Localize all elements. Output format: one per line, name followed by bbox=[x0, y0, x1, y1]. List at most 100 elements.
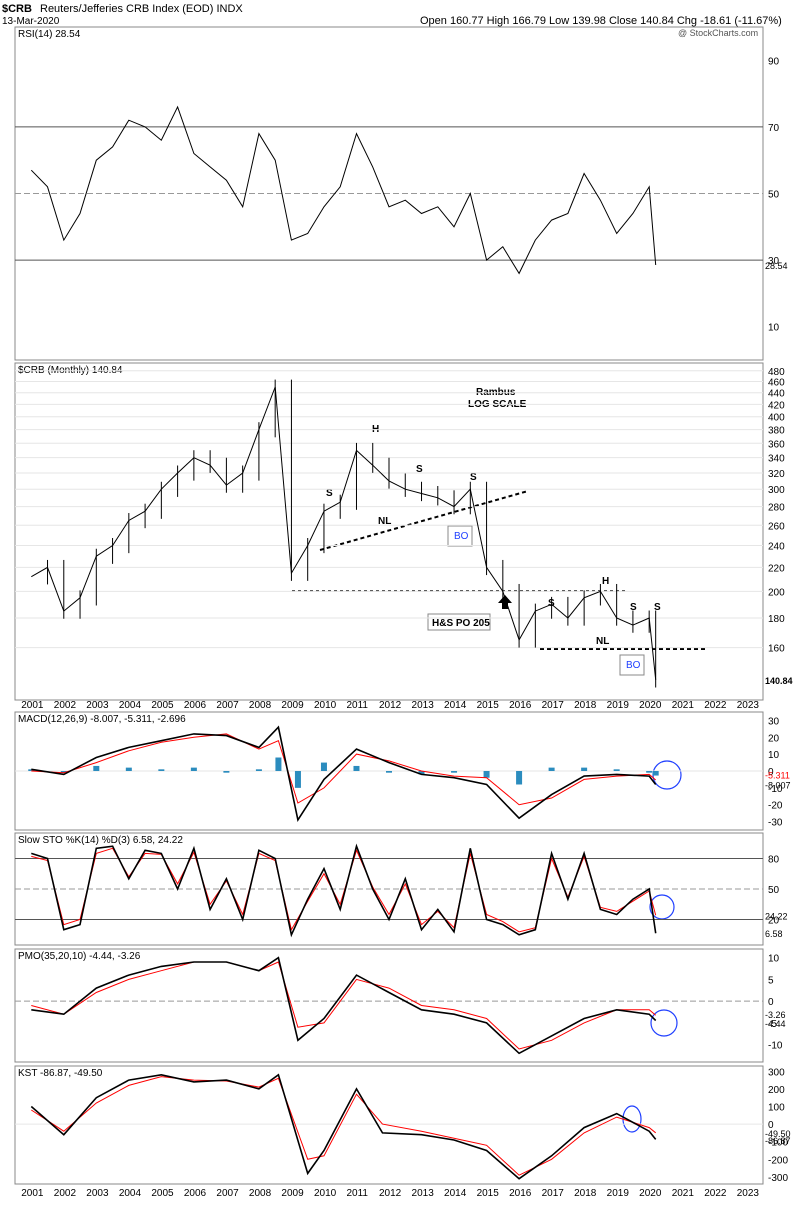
breakout-box-2 bbox=[619, 654, 645, 676]
price-ytick-420: 420 bbox=[768, 400, 785, 411]
kst-panel-frame bbox=[14, 1065, 764, 1185]
price-ytick-380: 380 bbox=[768, 426, 785, 437]
ohlc-summary: Open 160.77 High 166.79 Low 139.98 Close… bbox=[420, 15, 782, 27]
kst-ytick-200: 200 bbox=[768, 1085, 785, 1096]
price-xtick-2023: 2023 bbox=[737, 700, 760, 711]
kst-xtick-2011: 2011 bbox=[346, 1188, 368, 1199]
kst-xtick-2014: 2014 bbox=[444, 1188, 467, 1199]
sto-ytick-20: 20 bbox=[768, 916, 780, 927]
kst-label: KST -86.87, -49.50 bbox=[18, 1068, 103, 1079]
kst-last-signal: -49.50 bbox=[765, 1129, 791, 1139]
watermark: @ StockCharts.com bbox=[678, 28, 758, 38]
price-ytick-400: 400 bbox=[768, 413, 785, 424]
rsi-ytick-30: 30 bbox=[768, 256, 780, 267]
kst-xtick-2001: 2001 bbox=[21, 1188, 44, 1199]
price-xtick-2019: 2019 bbox=[607, 700, 630, 711]
price-ytick-160: 160 bbox=[768, 644, 785, 655]
kst-ytick-300: 300 bbox=[768, 1067, 785, 1078]
macd-last-signal: -5.311 bbox=[765, 770, 790, 780]
macd-ytick-20: 20 bbox=[768, 733, 780, 744]
date-label: 13-Mar-2020 bbox=[2, 16, 60, 27]
macd-histogram-bar-15 bbox=[483, 771, 490, 778]
price-xtick-2016: 2016 bbox=[509, 700, 532, 711]
kst-xtick-2003: 2003 bbox=[86, 1188, 109, 1199]
macd-histogram-bar-18 bbox=[581, 767, 588, 771]
macd-histogram-bar-13 bbox=[418, 771, 425, 775]
price-xtick-2003: 2003 bbox=[86, 700, 109, 711]
price-xtick-2007: 2007 bbox=[216, 700, 239, 711]
kst-xtick-2016: 2016 bbox=[509, 1188, 532, 1199]
sto-last-d: 24.22 bbox=[765, 911, 788, 921]
sto-ytick-50: 50 bbox=[768, 885, 780, 896]
kst-xtick-2013: 2013 bbox=[412, 1188, 435, 1199]
macd-histogram-bar-0 bbox=[28, 769, 35, 771]
annotation-neckline-2: NL bbox=[596, 636, 609, 647]
macd-histogram-bar-1 bbox=[60, 771, 67, 773]
pmo-label: PMO(35,20,10) -4.44, -3.26 bbox=[18, 951, 141, 962]
sto-label: Slow STO %K(14) %D(3) 6.58, 24.22 bbox=[18, 835, 183, 846]
annotation-shoulder-1b: S bbox=[416, 464, 423, 475]
kst-xtick-2002: 2002 bbox=[54, 1188, 77, 1199]
macd-histogram-bar-21 bbox=[652, 771, 659, 776]
price-panel-frame bbox=[14, 362, 764, 701]
price-ytick-180: 180 bbox=[768, 614, 785, 625]
price-xtick-2009: 2009 bbox=[281, 700, 304, 711]
macd-histogram-bar-2 bbox=[93, 765, 100, 771]
breakout-callout-1: BO bbox=[447, 525, 473, 547]
price-xtick-2006: 2006 bbox=[184, 700, 207, 711]
price-xtick-2005: 2005 bbox=[151, 700, 174, 711]
macd-ytick--10: -10 bbox=[768, 784, 783, 795]
kst-xtick-2012: 2012 bbox=[379, 1188, 402, 1199]
kst-xtick-2022: 2022 bbox=[704, 1188, 727, 1199]
macd-histogram-bar-5 bbox=[190, 767, 197, 771]
kst-xtick-2020: 2020 bbox=[639, 1188, 662, 1199]
kst-signal-line bbox=[31, 1076, 657, 1176]
pmo-panel-frame bbox=[14, 948, 764, 1063]
macd-histogram-bar-4 bbox=[158, 769, 165, 771]
pmo-ytick-5: 5 bbox=[768, 975, 774, 986]
kst-xtick-2010: 2010 bbox=[314, 1188, 337, 1199]
chart-marks: 907050301028.544804604404204003803603403… bbox=[15, 56, 793, 1199]
price-objective-callout: H&S PO 205 bbox=[427, 613, 491, 631]
kst-line bbox=[30, 1073, 657, 1180]
price-xtick-2022: 2022 bbox=[704, 700, 727, 711]
neckline-1 bbox=[319, 490, 529, 551]
price-xtick-2021: 2021 bbox=[672, 700, 695, 711]
pmo-last-value: -4.44 bbox=[765, 1019, 786, 1029]
rsi-ytick-90: 90 bbox=[768, 56, 780, 67]
macd-signal-line bbox=[31, 733, 657, 806]
pmo-ytick-10: 10 bbox=[768, 954, 780, 965]
kst-ytick--300: -300 bbox=[768, 1173, 788, 1184]
sto-circle bbox=[649, 894, 675, 920]
pmo-ytick-0: 0 bbox=[768, 997, 774, 1008]
price-xtick-2008: 2008 bbox=[249, 700, 272, 711]
price-last-value: 140.84 bbox=[765, 676, 793, 686]
price-xtick-2018: 2018 bbox=[574, 700, 597, 711]
price-xtick-2001: 2001 bbox=[21, 700, 44, 711]
price-ytick-480: 480 bbox=[768, 367, 785, 378]
macd-histogram-bar-20 bbox=[646, 771, 653, 773]
price-ytick-240: 240 bbox=[768, 541, 785, 552]
index-name: Reuters/Jefferies CRB Index (EOD) INDX bbox=[40, 3, 243, 15]
price-ytick-220: 220 bbox=[768, 563, 785, 574]
price-ytick-440: 440 bbox=[768, 389, 785, 400]
macd-ytick--30: -30 bbox=[768, 818, 783, 829]
macd-histogram-bar-14 bbox=[451, 771, 458, 773]
price-ytick-340: 340 bbox=[768, 454, 785, 465]
kst-xtick-2006: 2006 bbox=[184, 1188, 207, 1199]
price-ytick-280: 280 bbox=[768, 503, 785, 514]
rsi-label: RSI(14) 28.54 bbox=[18, 29, 81, 40]
pmo-signal-line bbox=[31, 961, 657, 1050]
price-ytick-460: 460 bbox=[768, 377, 785, 388]
macd-ytick-0: 0 bbox=[768, 767, 774, 778]
macd-histogram-bar-12 bbox=[386, 771, 392, 773]
macd-ytick-10: 10 bbox=[768, 750, 780, 761]
price-xtick-2002: 2002 bbox=[54, 700, 77, 711]
macd-ytick--20: -20 bbox=[768, 801, 783, 812]
price-ytick-260: 260 bbox=[768, 521, 785, 532]
kst-xtick-2017: 2017 bbox=[542, 1188, 565, 1199]
kst-ytick-100: 100 bbox=[768, 1103, 785, 1114]
pmo-circle bbox=[650, 1009, 678, 1037]
macd-histogram-bar-6 bbox=[223, 771, 230, 773]
